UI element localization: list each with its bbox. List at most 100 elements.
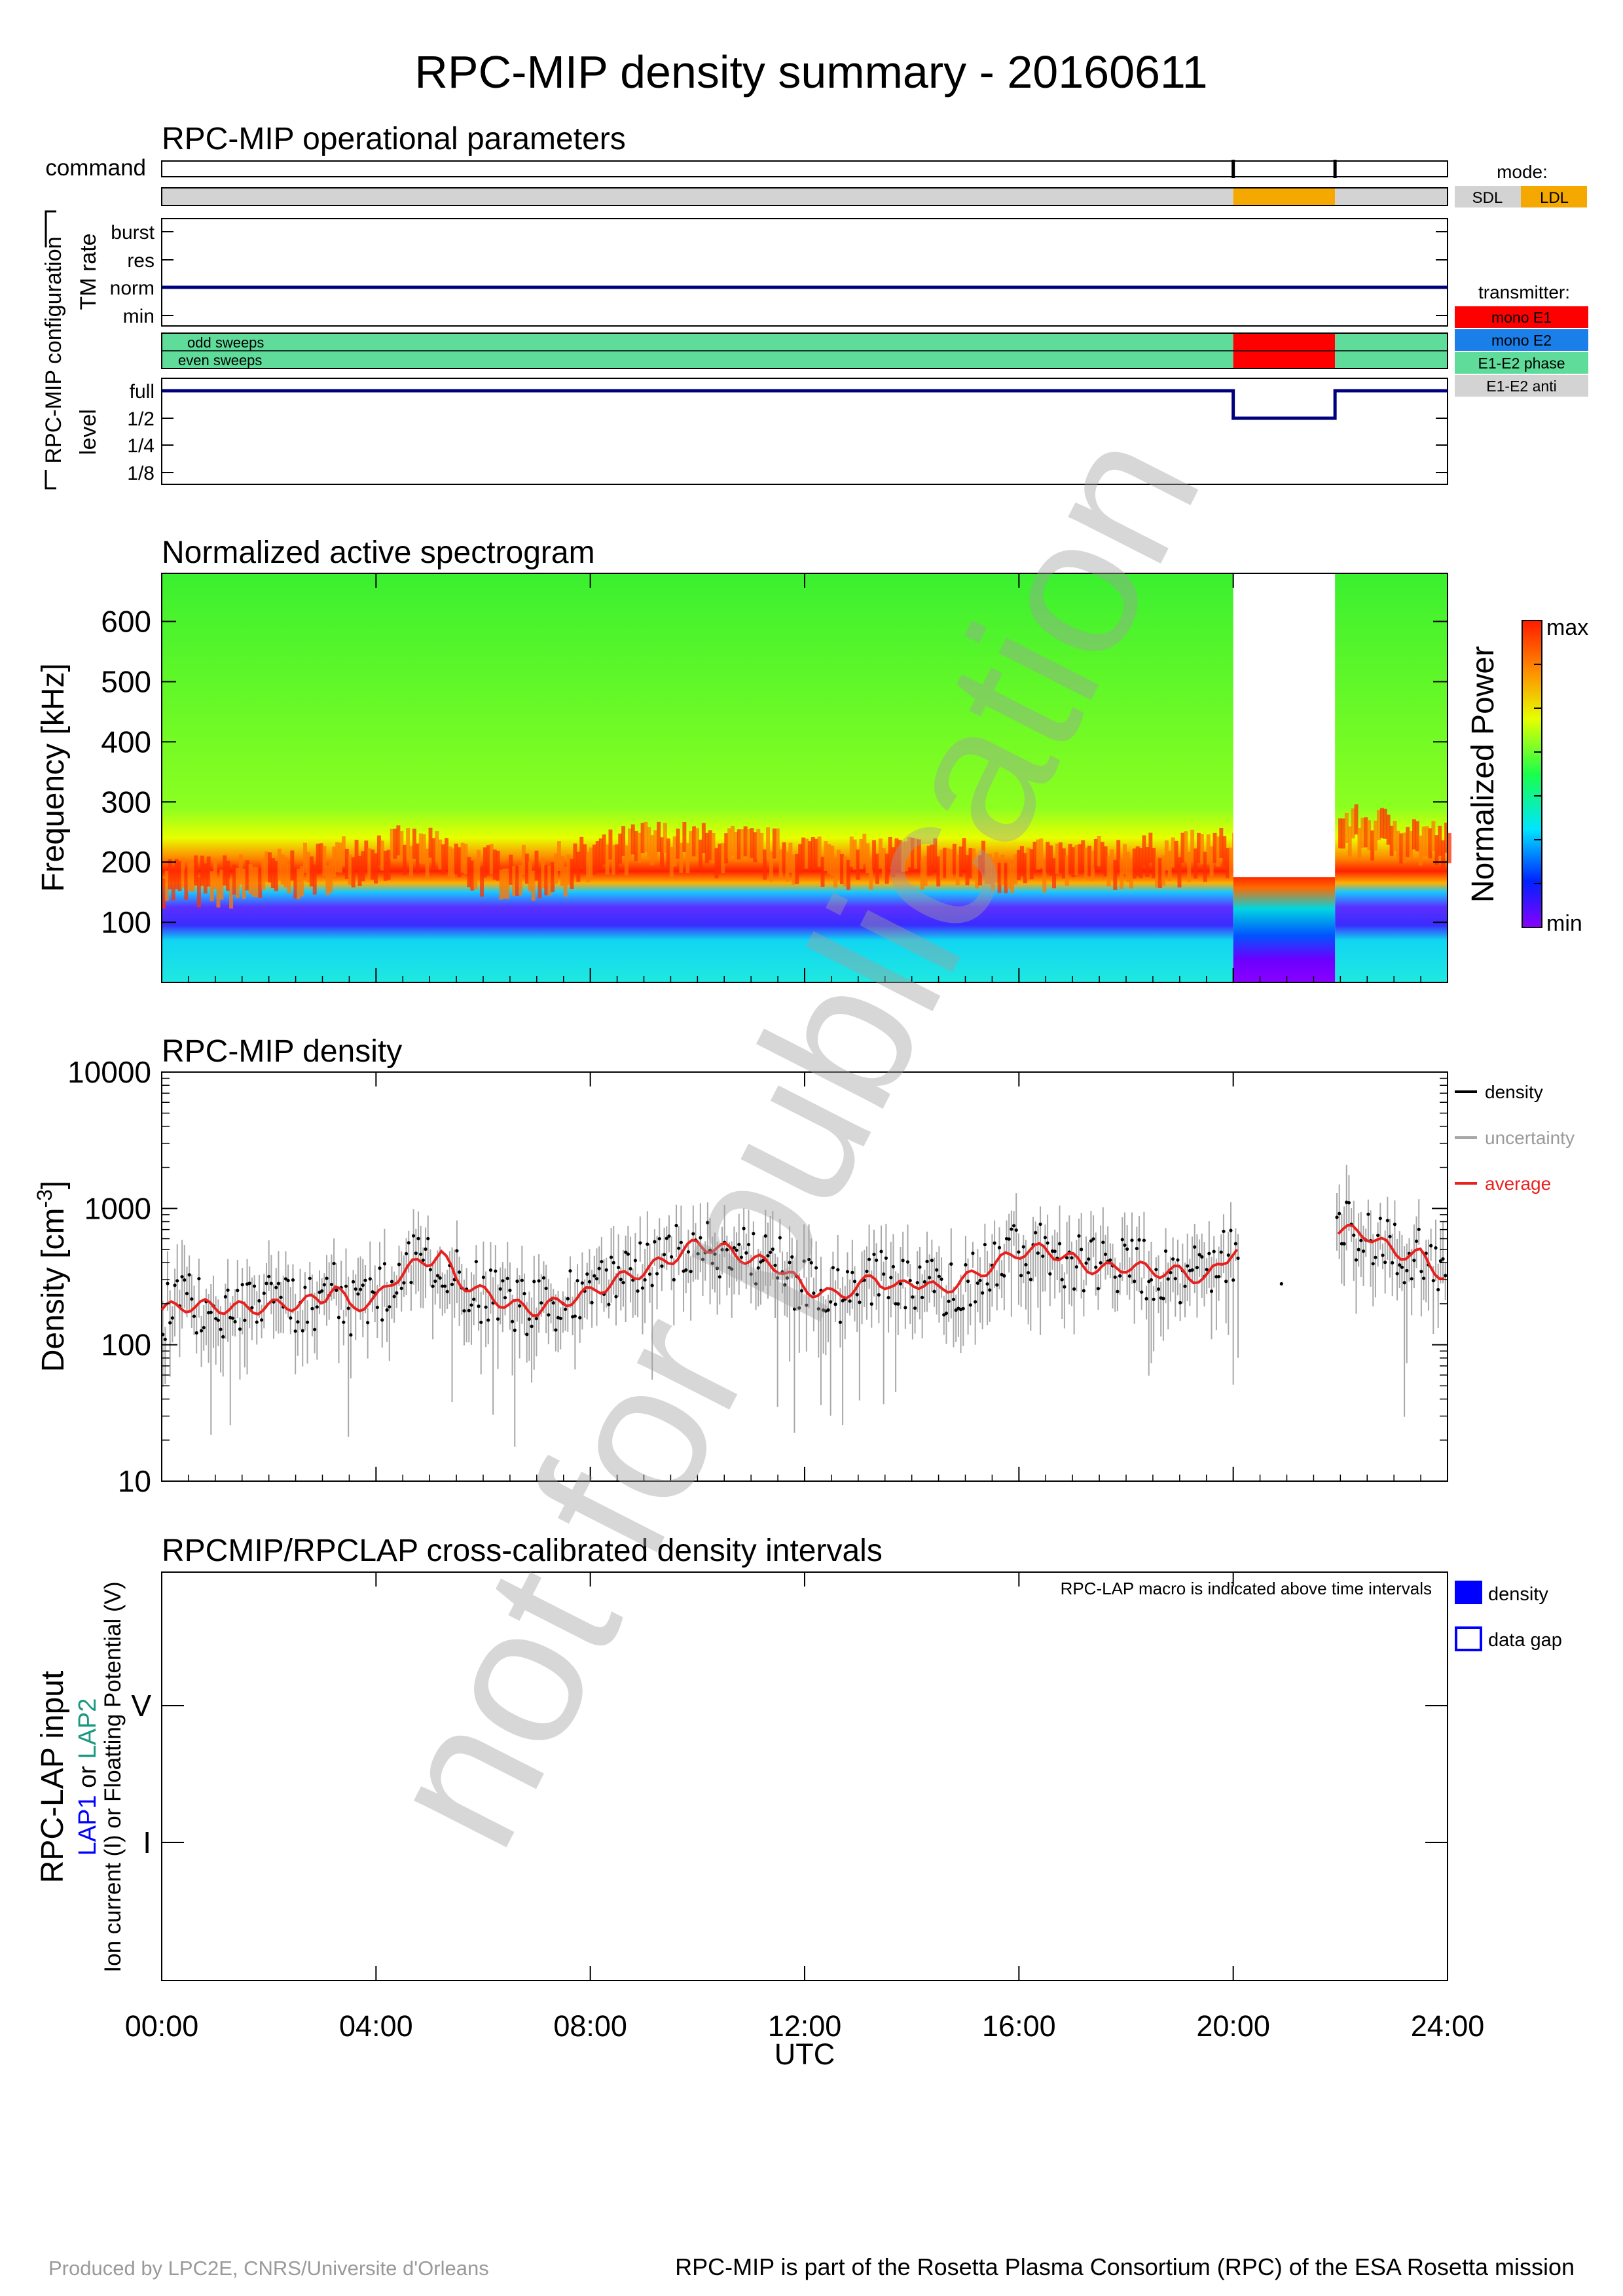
spectrogram-peak-band bbox=[586, 852, 591, 882]
spectrogram-peak-band bbox=[197, 877, 201, 908]
spectrogram-peak-band bbox=[380, 840, 384, 871]
density-point bbox=[399, 1286, 403, 1290]
spectrogram-peak-band bbox=[923, 855, 928, 886]
density-point bbox=[457, 1270, 462, 1274]
spectrogram-peak-band bbox=[1142, 835, 1146, 866]
density-point bbox=[469, 1303, 473, 1307]
density-point bbox=[216, 1318, 220, 1322]
density-point bbox=[532, 1280, 536, 1283]
density-point bbox=[626, 1252, 630, 1256]
density-point bbox=[647, 1272, 652, 1276]
density-point bbox=[185, 1291, 189, 1295]
spectrogram-peak-band bbox=[891, 847, 896, 878]
density-point bbox=[1190, 1268, 1194, 1272]
density-point bbox=[1077, 1234, 1081, 1238]
legend-anti: E1-E2 anti bbox=[1486, 378, 1556, 395]
density-point bbox=[1444, 1274, 1448, 1278]
spectrogram-peak-band bbox=[618, 833, 623, 864]
config-label: RPC-MIP configuration bbox=[41, 236, 66, 463]
spectrogram-peak-band bbox=[1448, 833, 1451, 863]
mode-segment-2 bbox=[1335, 188, 1448, 206]
spectrogram-peak-band bbox=[898, 840, 902, 870]
spectrogram-peak-band bbox=[679, 842, 684, 873]
density-point bbox=[1359, 1238, 1363, 1242]
density-point bbox=[1034, 1230, 1038, 1234]
density-point bbox=[746, 1242, 751, 1247]
spectrogram-peak-band bbox=[775, 828, 780, 859]
spectrogram-peak-band bbox=[743, 826, 748, 857]
density-point bbox=[382, 1262, 387, 1266]
spectrogram-peak-band bbox=[1039, 838, 1044, 869]
spectrogram-peak-band bbox=[933, 838, 938, 869]
spectrogram-peak-band bbox=[255, 867, 259, 898]
spectrogram-peak-band bbox=[171, 870, 175, 901]
level-box bbox=[161, 378, 1448, 485]
spectrogram-peak-band bbox=[756, 829, 761, 859]
density-point bbox=[730, 1267, 734, 1271]
density-point bbox=[166, 1282, 170, 1285]
spectrogram-peak-band bbox=[521, 844, 526, 875]
density-point bbox=[636, 1289, 640, 1293]
tm-rate-level-norm: norm bbox=[110, 278, 155, 299]
legend-lap-density-swatch bbox=[1455, 1581, 1482, 1604]
density-point bbox=[665, 1236, 668, 1240]
density-point bbox=[836, 1268, 840, 1272]
density-point bbox=[1019, 1274, 1023, 1278]
spectrogram-peak-band bbox=[261, 859, 266, 890]
tm-rate-panel: TM rate burst res norm min bbox=[76, 218, 1448, 327]
spectrogram-peak-band bbox=[300, 866, 304, 897]
density-point bbox=[1063, 1285, 1067, 1289]
density-point bbox=[624, 1250, 628, 1254]
tm-rate-level-res: res bbox=[127, 250, 155, 272]
density-point bbox=[1398, 1263, 1402, 1267]
spectrogram-peak-band bbox=[1199, 834, 1204, 865]
density-point bbox=[305, 1320, 310, 1324]
spectrogram-peak-band bbox=[1097, 835, 1101, 866]
spectrogram-peak-band bbox=[1145, 847, 1150, 878]
spectrogram-peak-band bbox=[740, 829, 744, 859]
density-point bbox=[968, 1303, 972, 1307]
density-point bbox=[488, 1268, 493, 1272]
density-point bbox=[1127, 1274, 1131, 1278]
spectrogram-peak-band bbox=[335, 842, 340, 872]
spectrogram-peak-band bbox=[630, 824, 635, 855]
spectrogram-peak-band bbox=[708, 830, 712, 861]
density-point bbox=[534, 1317, 539, 1321]
density-point bbox=[614, 1295, 618, 1299]
density-point bbox=[541, 1276, 546, 1280]
density-point bbox=[1163, 1249, 1168, 1253]
density-point bbox=[1417, 1227, 1421, 1231]
lap1-label: LAP1 bbox=[74, 1795, 101, 1856]
density-point bbox=[1046, 1241, 1049, 1245]
spectrogram-peak-band bbox=[383, 850, 388, 881]
density-point bbox=[937, 1274, 941, 1278]
density-point bbox=[479, 1320, 483, 1324]
spectrogram-peak-band bbox=[1087, 846, 1091, 876]
spectrogram-peak-band bbox=[608, 829, 613, 860]
density-point bbox=[1147, 1280, 1151, 1283]
density-point bbox=[739, 1255, 744, 1259]
spectrogram-peak-band bbox=[519, 865, 522, 895]
spectrogram-peak-band bbox=[615, 844, 619, 875]
spectrogram-peak-band bbox=[1081, 840, 1085, 870]
density-point bbox=[660, 1264, 664, 1268]
spectrogram-peak-band bbox=[1036, 839, 1040, 870]
intervals-ylabel-detail: Ion current (I) or Floatting Potential (… bbox=[100, 1581, 126, 1972]
spectrogram-peak-band bbox=[1222, 836, 1227, 867]
density-point bbox=[170, 1316, 174, 1320]
spectrogram-peak-band bbox=[168, 859, 172, 889]
density-point bbox=[932, 1289, 936, 1293]
spectrogram-peak-band bbox=[939, 850, 944, 880]
spectrogram-peak-band bbox=[660, 837, 664, 868]
density-point bbox=[303, 1285, 307, 1289]
spectrogram-peak-band bbox=[499, 869, 503, 900]
density-point bbox=[315, 1305, 319, 1309]
spectrogram-panel: 100 200 300 400 500 600 Frequency [kHz] bbox=[36, 573, 1451, 983]
spectrogram-peak-band bbox=[1431, 821, 1436, 852]
time-tick-label: 16:00 bbox=[982, 2009, 1056, 2043]
density-point bbox=[450, 1282, 454, 1286]
spectrogram-peak-band bbox=[1229, 848, 1233, 878]
spectrogram-peak-band bbox=[805, 838, 809, 869]
density-point bbox=[915, 1281, 919, 1285]
